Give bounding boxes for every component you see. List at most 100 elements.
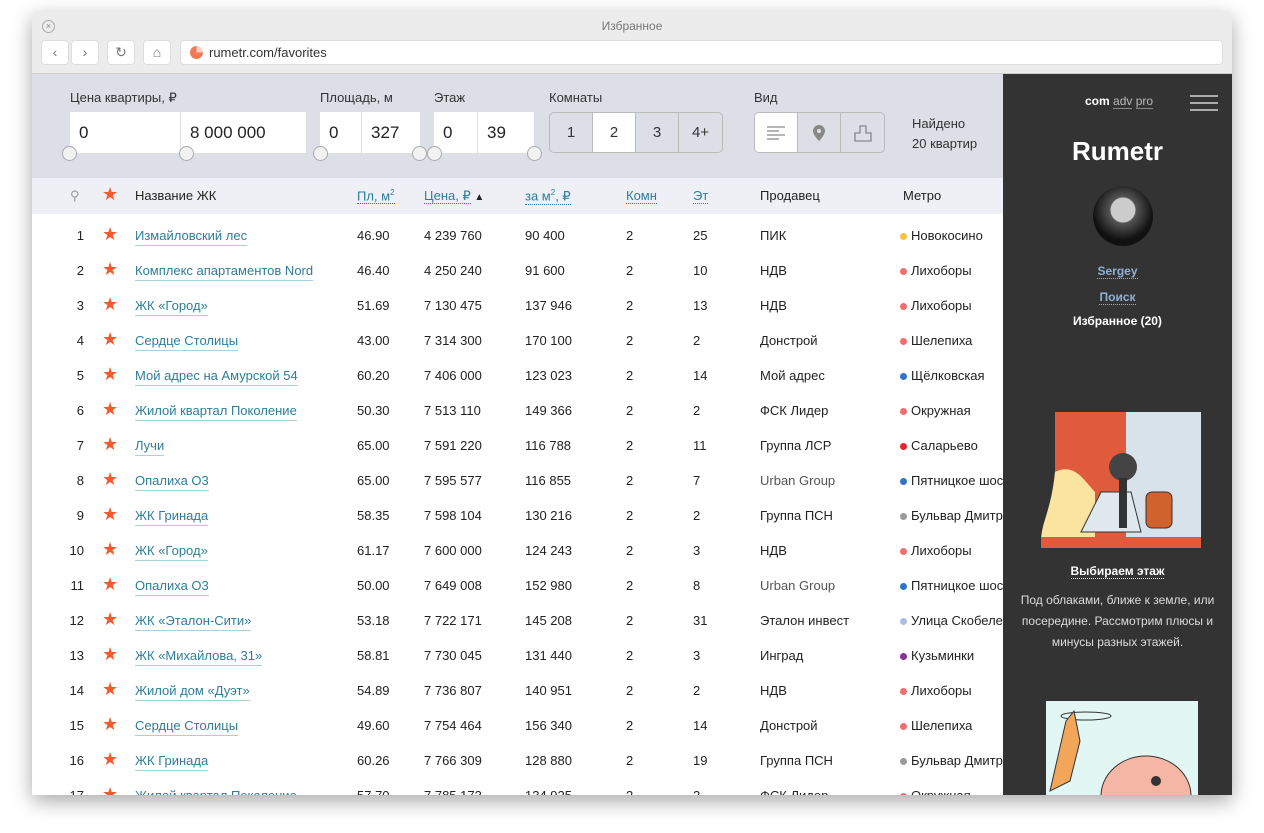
cell-name[interactable]: Лучи <box>135 438 165 456</box>
reload-button[interactable]: ↻ <box>107 40 135 65</box>
cell-name[interactable]: ЖК «Город» <box>135 543 208 561</box>
table-row[interactable]: 11 ★ Опалиха О3 50.00 7 649 008 152 980 2 8 Urba… <box>32 570 1003 605</box>
favorite-star-icon[interactable]: ★ <box>102 539 119 559</box>
cell-name[interactable]: Сердце Столицы <box>135 718 239 736</box>
price-min-slider-handle[interactable] <box>62 146 77 161</box>
link-pro[interactable]: pro <box>1135 94 1154 109</box>
floor-min-slider-handle[interactable] <box>427 146 442 161</box>
favorite-star-icon[interactable]: ★ <box>102 434 119 454</box>
cell-name[interactable]: Жилой квартал Поколение <box>135 788 297 795</box>
table-row[interactable]: 14 ★ Жилой дом «Дуэт» 54.89 7 736 807 140 951… <box>32 675 1003 710</box>
home-button[interactable]: ⌂ <box>143 40 171 65</box>
rooms-option-2[interactable]: 2 <box>593 113 636 152</box>
rooms-option-1[interactable]: 1 <box>550 113 593 152</box>
cell-name[interactable]: Опалиха О3 <box>135 578 209 596</box>
floor-max-input[interactable]: 39 <box>478 112 534 153</box>
table-row[interactable]: 1 ★ Измайловский лес 46.90 4 239 760 90 400 2 2… <box>32 220 1003 255</box>
cell-name[interactable]: Жилой квартал Поколение <box>135 403 297 421</box>
table-row[interactable]: 13 ★ ЖК «Михайлова, 31» 58.81 7 730 045 131 4… <box>32 640 1003 675</box>
floor-max-slider-handle[interactable] <box>527 146 542 161</box>
article-illustration[interactable] <box>1041 412 1201 548</box>
cell-name[interactable]: ЖК «Михайлова, 31» <box>135 648 263 666</box>
cell-area: 49.60 <box>357 718 390 733</box>
favorite-star-icon[interactable]: ★ <box>102 714 119 734</box>
favorite-star-icon[interactable]: ★ <box>102 224 119 244</box>
cell-metro: Саларьево <box>900 438 978 453</box>
forward-button[interactable]: › <box>71 40 99 65</box>
cell-name[interactable]: ЖК Гринада <box>135 753 209 771</box>
building-view-button[interactable] <box>841 113 884 152</box>
price-min-input[interactable]: 0 <box>70 112 180 153</box>
menu-icon[interactable] <box>1190 95 1218 116</box>
table-row[interactable]: 12 ★ ЖК «Эталон-Сити» 53.18 7 722 171 145 208… <box>32 605 1003 640</box>
favorite-star-icon[interactable]: ★ <box>102 504 119 524</box>
sidebar: com adv pro Rumetr Sergey Поиск Избранно… <box>1003 74 1232 795</box>
favorite-star-icon[interactable]: ★ <box>102 399 119 419</box>
map-view-button[interactable] <box>798 113 841 152</box>
header-per-m2-sort[interactable]: за м2, ₽ <box>525 188 571 206</box>
area-max-input[interactable]: 327 <box>362 112 420 153</box>
article-title-link[interactable]: Выбираем этаж <box>1070 564 1165 579</box>
price-max-input[interactable]: 8 000 000 <box>181 112 306 153</box>
favorite-star-icon[interactable]: ★ <box>102 294 119 314</box>
cell-name[interactable]: Опалиха О3 <box>135 473 209 491</box>
cell-name[interactable]: Сердце Столицы <box>135 333 239 351</box>
cell-price: 7 591 220 <box>424 438 482 453</box>
user-link[interactable]: Sergey <box>1097 264 1138 279</box>
table-row[interactable]: 16 ★ ЖК Гринада 60.26 7 766 309 128 880 2 19 Гру… <box>32 745 1003 780</box>
table-row[interactable]: 5 ★ Мой адрес на Амурской 54 60.20 7 406 000… <box>32 360 1003 395</box>
table-row[interactable]: 4 ★ Сердце Столицы 43.00 7 314 300 170 100 2 2 Д… <box>32 325 1003 360</box>
area-min-input[interactable]: 0 <box>320 112 361 153</box>
floor-min-input[interactable]: 0 <box>434 112 477 153</box>
favorite-star-icon[interactable]: ★ <box>102 644 119 664</box>
cell-name[interactable]: ЖК Гринада <box>135 508 209 526</box>
link-adv[interactable]: adv <box>1113 94 1133 109</box>
area-max-slider-handle[interactable] <box>412 146 427 161</box>
table-row[interactable]: 10 ★ ЖК «Город» 61.17 7 600 000 124 243 2 3 НДВ Л… <box>32 535 1003 570</box>
cell-name[interactable]: Комплекс апартаментов Nord <box>135 263 314 281</box>
area-min-slider-handle[interactable] <box>313 146 328 161</box>
address-bar[interactable]: rumetr.com/favorites <box>180 40 1223 65</box>
favorite-star-icon[interactable]: ★ <box>102 259 119 279</box>
table-row[interactable]: 7 ★ Лучи 65.00 7 591 220 116 788 2 11 Группа ЛСР… <box>32 430 1003 465</box>
cell-name[interactable]: ЖК «Город» <box>135 298 208 316</box>
search-icon[interactable]: ⚲ <box>70 188 80 203</box>
close-icon[interactable]: × <box>42 20 55 33</box>
header-floor-sort[interactable]: Эт <box>693 188 709 204</box>
cell-n: 8 <box>76 473 84 488</box>
favorite-star-icon[interactable]: ★ <box>102 784 119 795</box>
favorite-star-icon[interactable]: ★ <box>102 329 119 349</box>
cell-name[interactable]: Мой адрес на Амурской 54 <box>135 368 298 386</box>
table-row[interactable]: 15 ★ Сердце Столицы 49.60 7 754 464 156 340 2 1… <box>32 710 1003 745</box>
cell-name[interactable]: Измайловский лес <box>135 228 248 246</box>
table-row[interactable]: 3 ★ ЖК «Город» 51.69 7 130 475 137 946 2 13 НДВ Л… <box>32 290 1003 325</box>
rooms-option-4plus[interactable]: 4+ <box>691 124 710 141</box>
search-link[interactable]: Поиск <box>1099 290 1136 305</box>
list-view-button[interactable] <box>755 113 798 152</box>
table-row[interactable]: 9 ★ ЖК Гринада 58.35 7 598 104 130 216 2 2 Групп… <box>32 500 1003 535</box>
article-illustration-2[interactable] <box>1046 701 1198 795</box>
avatar[interactable] <box>1093 186 1153 246</box>
favorite-star-icon[interactable]: ★ <box>102 679 119 699</box>
back-button[interactable]: ‹ <box>41 40 69 65</box>
favorite-star-icon[interactable]: ★ <box>102 749 119 769</box>
cell-n: 11 <box>70 578 85 593</box>
table-row[interactable]: 6 ★ Жилой квартал Поколение 50.30 7 513 110 1… <box>32 395 1003 430</box>
cell-name[interactable]: ЖК «Эталон-Сити» <box>135 613 252 631</box>
header-area-sort[interactable]: Пл, м2 <box>357 188 395 205</box>
favorite-star-icon[interactable]: ★ <box>102 469 119 489</box>
table-row[interactable]: 8 ★ Опалиха О3 65.00 7 595 577 116 855 2 7 Urban… <box>32 465 1003 500</box>
logo[interactable]: Rumetr <box>1071 136 1163 166</box>
star-icon[interactable]: ★ <box>102 184 119 204</box>
favorite-star-icon[interactable]: ★ <box>102 364 119 384</box>
favorite-star-icon[interactable]: ★ <box>102 609 119 629</box>
header-rooms-sort[interactable]: Комн <box>626 188 657 204</box>
table-row[interactable]: 2 ★ Комплекс апартаментов Nord 46.40 4 250 2… <box>32 255 1003 290</box>
cell-name[interactable]: Жилой дом «Дуэт» <box>135 683 250 701</box>
rooms-option-3[interactable]: 3 <box>636 113 679 152</box>
link-com[interactable]: com <box>1085 94 1110 108</box>
favorite-star-icon[interactable]: ★ <box>102 574 119 594</box>
table-row[interactable]: 17 ★ Жилой квартал Поколение 57.70 7 785 173… <box>32 780 1003 795</box>
price-max-slider-handle[interactable] <box>179 146 194 161</box>
header-price-sort[interactable]: Цена, ₽ ▲ <box>424 188 484 204</box>
